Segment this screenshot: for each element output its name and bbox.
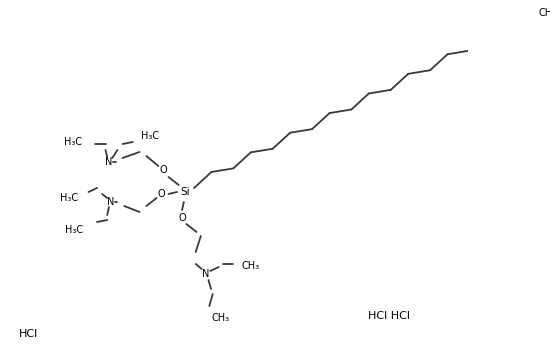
Text: N: N bbox=[105, 157, 113, 167]
Text: Si: Si bbox=[181, 187, 190, 197]
Text: N: N bbox=[202, 269, 210, 279]
Text: O: O bbox=[160, 165, 167, 175]
Text: CH₃: CH₃ bbox=[211, 313, 229, 323]
Text: N: N bbox=[107, 197, 114, 207]
Text: HCl: HCl bbox=[19, 329, 38, 339]
Text: CH₃: CH₃ bbox=[241, 261, 260, 271]
Text: H₃C: H₃C bbox=[65, 225, 84, 235]
Text: CH₃: CH₃ bbox=[538, 8, 550, 18]
Text: HCl HCl: HCl HCl bbox=[367, 311, 410, 321]
Text: O: O bbox=[178, 213, 186, 223]
Text: H₃C: H₃C bbox=[64, 137, 82, 147]
Text: H₃C: H₃C bbox=[60, 193, 78, 203]
Text: H₃C: H₃C bbox=[141, 131, 159, 141]
Text: O: O bbox=[158, 189, 166, 199]
